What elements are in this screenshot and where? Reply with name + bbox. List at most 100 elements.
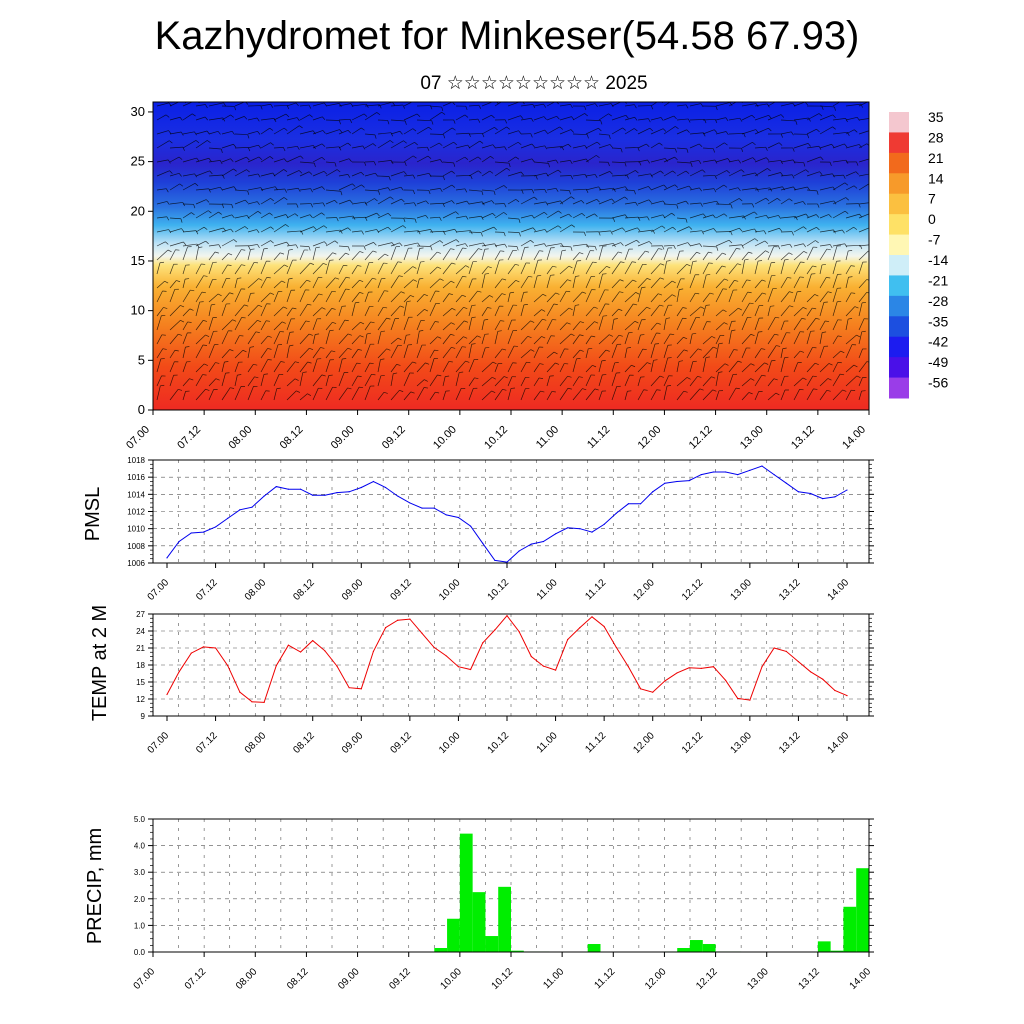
wind-barb-flag [542,318,547,321]
wind-barb-flag [503,185,508,189]
wind-barb-flag [789,243,793,248]
wind-barb-flag [819,171,823,175]
wind-barb [741,302,750,317]
wind-barb-flag [609,334,613,337]
wind-barb [533,377,540,387]
wind-barb [715,102,730,107]
x-tick-label: 10.00 [439,966,465,992]
wind-barb-flag [310,262,315,265]
wind-barb [845,265,852,275]
wind-barb [481,170,490,177]
wind-barb [325,277,336,289]
wind-barb [338,174,348,177]
wind-barb-flag [647,362,652,365]
wind-barb [832,131,848,135]
wind-barb-flag [584,145,588,149]
colorbar-segment [889,152,909,174]
wind-barb [715,343,720,359]
wind-barb-flag [723,213,728,217]
wind-barb [637,241,650,247]
wind-barb-flag [400,186,404,191]
wind-barb [221,373,226,387]
wind-barb [156,307,164,317]
wind-barb [546,243,562,247]
wind-barb [182,102,194,107]
wind-barb [832,243,845,247]
wind-barb [676,242,688,247]
wind-barb [715,288,724,303]
wind-barb-flag [714,175,717,180]
wind-barb-flag [718,371,723,373]
wind-barb [156,358,162,373]
wind-barb-flag [194,173,198,178]
wind-barb [780,291,790,303]
wind-barb-flag [504,119,508,124]
wind-barb-flag [723,184,728,188]
wind-barb-flag [791,131,794,136]
wind-barb-flag [665,317,671,319]
wind-barb-flag [165,241,169,245]
wind-barb [481,307,488,317]
wind-barb-flag [724,278,729,281]
wind-barb-flag [406,300,411,303]
wind-barb [611,127,623,135]
wind-barb-flag [805,213,809,218]
wind-barb-flag [816,227,820,231]
wind-barb-flag [646,143,650,148]
wind-barb-flag [331,308,336,310]
wind-barb [624,170,636,177]
wind-barb-flag [610,230,613,235]
wind-barb [780,259,785,275]
wind-barb [273,241,287,247]
wind-barb [637,143,647,149]
wind-barb [312,358,318,373]
wind-barb-flag [413,279,418,282]
wind-barb-flag [230,228,234,233]
wind-barb [182,230,197,233]
wind-barb-flag [633,303,638,306]
wind-barb-flag [802,201,806,205]
wind-barb-flag [249,346,255,348]
x-tick-label: 11.00 [541,966,566,991]
wind-barb [208,317,214,331]
wind-barb [637,348,644,359]
wind-barb [390,337,399,345]
wind-barb [403,142,415,149]
wind-barb-flag [284,188,287,193]
wind-barb [208,186,221,191]
wind-barb-flag [556,116,560,120]
wind-barb [572,213,583,219]
wind-barb [754,318,760,331]
wind-barb-flag [555,362,560,365]
wind-barb [377,160,392,163]
wind-barb-flag [492,213,496,217]
x-tick-label: 07.00 [146,730,172,756]
wind-barb [689,143,700,149]
wind-barb [767,198,778,205]
wind-barb-flag [181,228,185,232]
wind-barb [754,230,765,233]
wind-barb-flag [738,159,741,164]
wind-barb-flag [570,333,575,337]
wind-barb-flag [683,390,688,393]
wind-barb-flag [386,348,391,351]
wind-barb [260,240,271,247]
wind-barb [312,102,325,107]
wind-barb [715,203,731,205]
wind-barb [429,278,441,289]
wind-barb [208,102,224,107]
wind-barb [741,334,752,345]
wind-barb [676,278,681,289]
wind-barb-flag [721,265,726,268]
wind-barb [728,387,737,401]
wind-barb-flag [662,245,665,250]
wind-barb [598,144,611,149]
wind-barb [208,147,222,150]
wind-barb [364,250,374,261]
wind-barb-flag [361,184,365,188]
wind-barb [624,279,633,289]
wind-barb [390,261,399,275]
wind-barb [585,103,596,107]
wind-barb-flag [845,99,848,101]
